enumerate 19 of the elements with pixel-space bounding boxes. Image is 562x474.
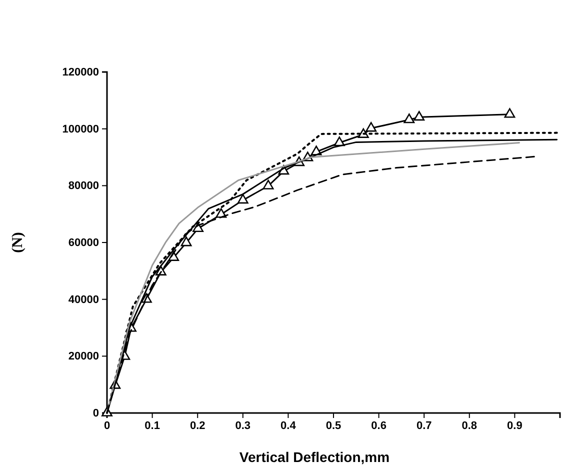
x-tick-label: 0.1 [144, 420, 160, 432]
y-tick-label: 120000 [62, 66, 99, 79]
y-tick-label: 40000 [68, 294, 99, 306]
x-tick-label: 0.5 [326, 420, 342, 432]
x-tick-label: 0 [104, 420, 110, 432]
y-tick-label: 60000 [68, 237, 99, 250]
y-tick-label: 20000 [68, 350, 99, 363]
x-tick-label: 0.6 [371, 420, 386, 432]
x-tick-label: 0.7 [416, 420, 432, 432]
x-tick-label: 0.4 [280, 420, 297, 432]
y-tick-label: 100000 [62, 123, 99, 136]
x-tick-label: 0.2 [190, 420, 206, 432]
x-tick-label: 0.8 [462, 420, 478, 432]
x-axis-title: Vertical Deflection,mm [239, 449, 390, 465]
y-axis-title: (N) [10, 232, 26, 253]
x-tick-label: 0.3 [235, 420, 251, 432]
y-tick-label: 80000 [68, 180, 99, 192]
y-tick-label: 0 [92, 408, 99, 420]
x-tick-label: 0.9 [507, 420, 522, 432]
